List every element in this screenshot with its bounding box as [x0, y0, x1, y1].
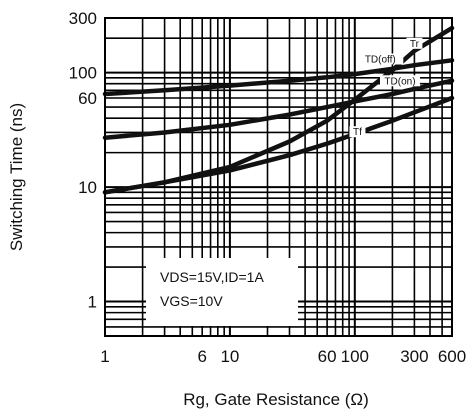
- plot-border: [104, 17, 453, 337]
- curve-label-bg: [406, 37, 423, 49]
- x-tick-label: 600: [438, 347, 466, 366]
- x-tick-label: 10: [220, 347, 239, 366]
- y-tick-label: 300: [69, 9, 97, 28]
- y-tick-label: 1: [88, 293, 97, 312]
- x-tick-label: 100: [341, 347, 369, 366]
- x-tick-label: 60: [318, 347, 337, 366]
- curve-label-bg: [357, 53, 404, 65]
- curve-label-td-off: TD(off): [365, 55, 396, 66]
- test-conditions-box: VDS=15V,ID=1A VGS=10V: [146, 258, 298, 326]
- x-tick-label: 6: [197, 347, 206, 366]
- series-line-tr: [102, 25, 455, 195]
- series-line-td-on: [102, 78, 455, 140]
- curve-label-bg: [379, 75, 420, 87]
- y-axis-title: Switching Time (ns): [7, 103, 26, 251]
- curve-label-bg: [349, 126, 366, 138]
- y-tick-label: 10: [78, 178, 97, 197]
- annotation-vgs: VGS=10V: [160, 293, 223, 309]
- curve-labels: Tr TD(off) TD(on) Tf: [349, 37, 423, 138]
- y-tick-label: 100: [69, 64, 97, 83]
- x-tick-label: 1: [100, 347, 109, 366]
- y-tick-label: 60: [78, 89, 97, 108]
- curve-label-tf: Tf: [353, 127, 362, 138]
- series-line-tf: [102, 95, 455, 195]
- annotation-vds: VDS=15V,ID=1A: [160, 269, 264, 285]
- curve-label-tr: Tr: [410, 39, 420, 50]
- series-lines: [102, 25, 455, 195]
- curve-label-td-on: TD(on): [384, 76, 415, 87]
- x-axis-title: Rg, Gate Resistance (Ω): [183, 390, 369, 409]
- series-line-td-off: [102, 58, 455, 97]
- x-tick-label: 300: [400, 347, 428, 366]
